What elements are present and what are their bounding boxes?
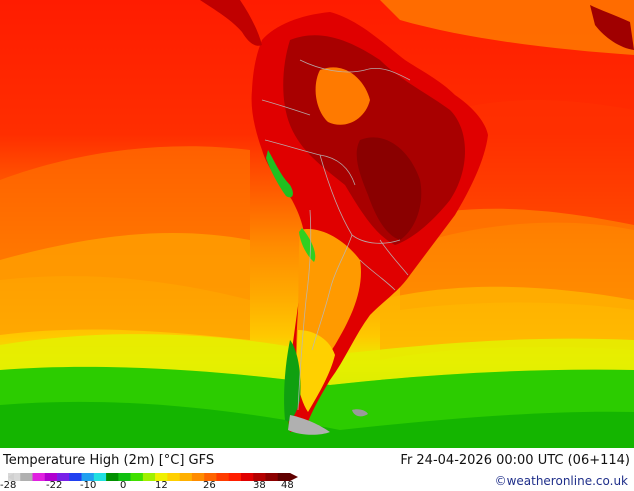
colorbar-right-arrow [290,473,298,481]
colorbar-segment [20,473,33,481]
colorbar-segment [32,473,46,481]
colorbar-segment [142,473,156,481]
map-footer: Temperature High (2m) [°C] GFS Fr 24-04-… [0,448,634,490]
colorbar-segment [167,473,180,481]
colorbar-tick: 48 [281,480,294,491]
colorbar-segment [57,473,70,481]
colorbar-tick: -28 [0,480,17,491]
colorbar-segment [118,473,131,481]
andes-green-central [299,228,316,262]
colorbar-segment [191,473,205,481]
temperature-map [0,0,634,448]
colorbar-segment [93,473,107,481]
colorbar-tick: 12 [155,480,168,491]
colorbar-segment [228,473,242,481]
colorbar-segment [130,473,144,481]
colorbar-segment [8,473,21,481]
central-america [200,0,262,46]
map-title: Temperature High (2m) [°C] GFS [3,453,215,468]
colorbar-segment [155,473,168,481]
colorbar-segment [81,473,95,481]
colorbar [8,473,298,481]
colorbar-segment [69,473,82,481]
central-highland-orange [315,67,370,125]
colorbar-tick: -22 [46,480,63,491]
colorbar-segment [106,473,119,481]
colorbar-tick: -10 [80,480,97,491]
colorbar-segment [277,473,291,481]
credit-link[interactable]: ©weatheronline.co.uk [494,474,628,488]
colorbar-segment [265,473,279,481]
north-atlantic-orange [380,0,634,55]
brazil-dark-core [356,137,422,240]
colorbar-tick: 0 [120,480,127,491]
southern-dark-green [0,401,634,448]
colorbar-segment [240,473,254,481]
colorbar-tick: 38 [253,480,266,491]
colorbar-segment [253,473,266,481]
colorbar-left-arrow [8,473,14,481]
pacific-amber-band [0,232,250,340]
colorbar-segment [204,473,217,481]
colorbar-segment [216,473,229,481]
tierra-del-fuego [288,415,330,435]
country-borders [261,59,411,411]
colorbar-segment [179,473,193,481]
valid-time: Fr 24-04-2026 00:00 UTC (06+114) [400,453,630,468]
falkland-islands [352,409,368,417]
colorbar-segment [44,473,58,481]
atlantic-orange-band [400,208,634,310]
patagonia-andes-green [284,340,301,422]
patagonia-yellow [296,330,335,412]
andes-green-north [266,150,293,198]
colorbar-tick: 26 [203,480,216,491]
caribbean-islands [590,5,634,50]
